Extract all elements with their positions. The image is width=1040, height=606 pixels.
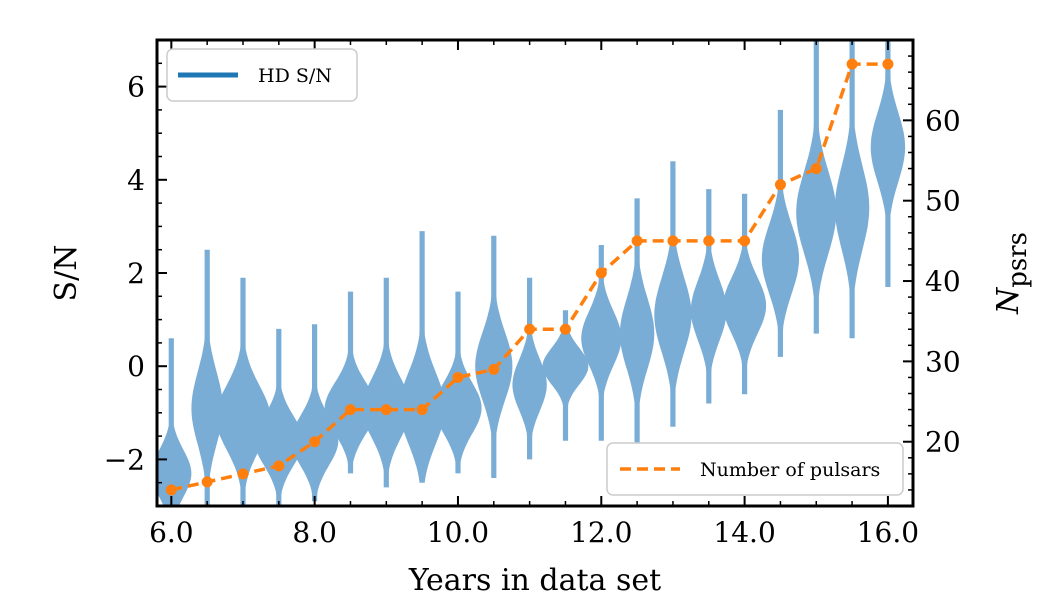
violin-17 <box>761 109 800 357</box>
pulsars-point-8 <box>452 371 464 383</box>
plot-frame <box>155 38 915 508</box>
svg-text:Npsrs: Npsrs <box>991 232 1033 315</box>
y-left-tick-label-3: 0 <box>127 350 145 383</box>
violin-7 <box>399 231 446 483</box>
violin-19 <box>834 40 870 339</box>
x-tick-label-0: 6.0 <box>149 516 194 549</box>
x-tick-label-2: 10.0 <box>427 516 489 549</box>
legend-pulsars-box <box>606 442 904 496</box>
pulsars-point-7 <box>416 404 428 416</box>
pulsars-point-9 <box>488 363 500 375</box>
x-tick-label-1: 8.0 <box>292 516 337 549</box>
x-tick-label-5: 16.0 <box>857 516 919 549</box>
violin-11 <box>542 310 589 441</box>
x-tick-label-3: 12.0 <box>570 516 632 549</box>
violin-14 <box>654 161 692 427</box>
violin-9 <box>475 235 513 478</box>
pulsars-point-1 <box>201 476 213 488</box>
pulsars-point-3 <box>273 460 285 472</box>
x-axis-title: Years in data set <box>408 563 661 598</box>
y-right-tick-label-3: 30 <box>925 345 961 378</box>
y-axis-title-right-sub: psrs <box>1003 232 1033 288</box>
pulsars-point-5 <box>344 404 356 416</box>
pulsars-point-16 <box>739 235 751 247</box>
y-left-tick-label-2: 2 <box>127 257 145 290</box>
legend-hd-box <box>166 48 358 102</box>
y-left-tick-label-1: 4 <box>127 164 145 197</box>
plot-layer <box>157 40 906 506</box>
y-axis-title-left: S/N <box>49 245 84 302</box>
legend-hd: HD S/N <box>166 48 358 102</box>
pulsars-point-2 <box>237 468 249 480</box>
violin-6 <box>361 277 411 488</box>
violin-0 <box>157 338 192 506</box>
pulsars-point-15 <box>703 235 715 247</box>
pulsars-point-10 <box>524 323 536 335</box>
y-left-tick-label-0: 6 <box>127 71 145 104</box>
violin-5 <box>324 291 377 474</box>
violin-13 <box>619 198 655 451</box>
y-axis-title-right-main: N <box>991 286 1026 315</box>
legend-hd-label: HD S/N <box>258 65 332 87</box>
pulsars-point-17 <box>774 179 786 191</box>
pulsars-point-20 <box>882 58 894 70</box>
x-tick-label-4: 14.0 <box>713 516 775 549</box>
violin-15 <box>690 189 727 404</box>
pulsars-point-11 <box>559 323 571 335</box>
y-left-tick-label-4: −2 <box>104 443 145 476</box>
pulsars-point-19 <box>846 58 858 70</box>
y-right-tick-label-0: 60 <box>925 104 961 137</box>
pulsars-point-0 <box>165 484 177 496</box>
pulsars-point-6 <box>380 404 392 416</box>
pulsars-point-4 <box>309 436 321 448</box>
violin-20 <box>870 40 906 287</box>
violin-10 <box>512 277 547 460</box>
y-right-tick-label-2: 40 <box>925 265 961 298</box>
pulsars-point-13 <box>631 235 643 247</box>
pulsars-point-14 <box>667 235 679 247</box>
violin-12 <box>581 245 622 441</box>
violin-18 <box>796 40 837 334</box>
violin-1 <box>191 249 223 506</box>
labels-layer: Years in data set S/N Npsrs <box>49 232 1033 598</box>
legend-pulsars-label: Number of pulsars <box>700 459 880 481</box>
y-right-tick-label-4: 20 <box>925 426 961 459</box>
pulsars-point-12 <box>595 267 607 279</box>
violin-4 <box>291 324 339 502</box>
y-axis-title-right: Npsrs <box>991 232 1033 315</box>
y-right-tick-label-1: 50 <box>925 185 961 218</box>
violin-16 <box>723 193 767 395</box>
legend-pulsars: Number of pulsars <box>606 442 904 496</box>
violin-3 <box>254 328 304 506</box>
pulsars-point-18 <box>810 163 822 175</box>
